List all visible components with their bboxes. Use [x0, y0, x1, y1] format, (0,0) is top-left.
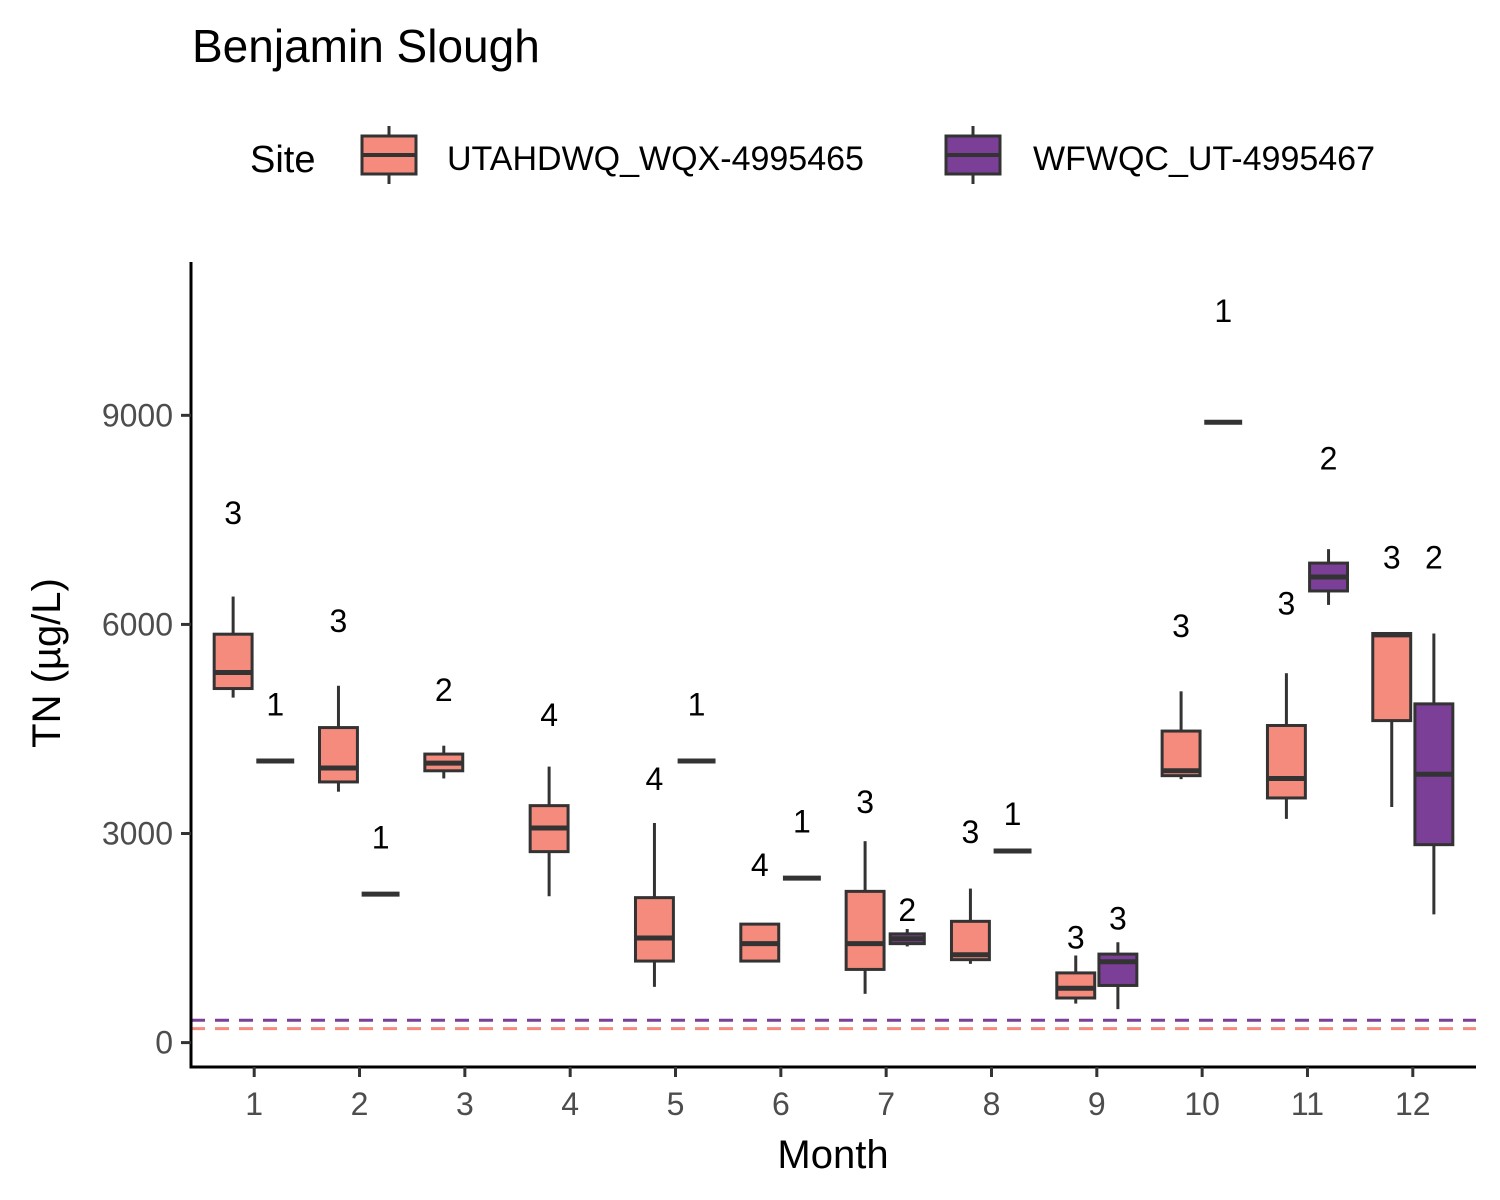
- box-body: [1097, 952, 1139, 987]
- x-tick-label: 7: [877, 1086, 895, 1122]
- x-tick-label: 12: [1395, 1086, 1431, 1122]
- y-tick-label: 9000: [102, 397, 173, 433]
- count-label: 3: [856, 784, 874, 820]
- x-tick-label: 9: [1088, 1086, 1106, 1122]
- box: [888, 929, 926, 947]
- box: [1413, 633, 1455, 915]
- box: [1097, 942, 1139, 1010]
- box: [1160, 691, 1202, 780]
- x-tick-label: 6: [772, 1086, 790, 1122]
- count-label: 4: [751, 847, 769, 883]
- box-body: [1055, 971, 1097, 1000]
- y-tick-label: 3000: [102, 816, 173, 852]
- box-body: [633, 896, 675, 963]
- count-label: 3: [1067, 919, 1085, 955]
- box: [212, 596, 254, 698]
- legend-label: WFWQC_UT-4995467: [1033, 140, 1375, 178]
- x-tick-label: 5: [667, 1086, 685, 1122]
- y-axis-title: TN (µg/L): [25, 578, 69, 748]
- count-label: 1: [266, 687, 284, 723]
- box: [633, 823, 675, 987]
- count-label: 3: [224, 495, 242, 531]
- legend: Site UTAHDWQ_WQX-4995465 WFWQC_UT-4995467: [250, 126, 1375, 184]
- legend-title: Site: [250, 139, 315, 181]
- box-body: [1265, 723, 1307, 800]
- x-tick-label: 10: [1184, 1086, 1220, 1122]
- count-label: 3: [330, 603, 348, 639]
- box: [1308, 549, 1349, 605]
- x-tick-label: 3: [456, 1086, 474, 1122]
- box-body: [318, 726, 359, 784]
- legend-label: UTAHDWQ_WQX-4995465: [447, 140, 864, 178]
- y-tick-label: 0: [155, 1025, 173, 1061]
- legend-key: [944, 126, 1002, 184]
- box: [528, 766, 570, 897]
- count-label: 3: [1278, 586, 1296, 622]
- chart-title: Benjamin Slough: [192, 20, 540, 72]
- box-body: [844, 889, 886, 971]
- count-label: 3: [1172, 608, 1190, 644]
- box: [1371, 631, 1413, 808]
- x-tick-label: 1: [245, 1086, 263, 1122]
- x-tick-label: 4: [561, 1086, 579, 1122]
- count-label: 1: [1214, 293, 1232, 329]
- box-body: [1160, 729, 1202, 778]
- count-label: 3: [1109, 901, 1127, 937]
- box: [318, 685, 359, 792]
- count-label: 4: [646, 761, 664, 797]
- box-body: [212, 632, 254, 691]
- box: [949, 888, 991, 964]
- count-label: 1: [688, 687, 706, 723]
- x-axis-title: Month: [777, 1133, 888, 1177]
- box: [423, 745, 465, 779]
- count-label: 1: [793, 804, 811, 840]
- count-label: 1: [1004, 796, 1022, 832]
- x-tick-label: 2: [351, 1086, 369, 1122]
- count-label: 3: [962, 814, 980, 850]
- box: [1055, 955, 1097, 1004]
- count-label: 2: [1425, 540, 1443, 576]
- count-label: 1: [372, 820, 390, 856]
- box: [844, 841, 886, 994]
- count-label: 2: [898, 892, 916, 928]
- count-label: 2: [435, 672, 453, 708]
- box-body: [1371, 631, 1413, 723]
- x-tick-label: 8: [983, 1086, 1001, 1122]
- count-label: 3: [1383, 540, 1401, 576]
- legend-key: [360, 126, 418, 184]
- y-tick-label: 6000: [102, 606, 173, 642]
- count-label: 4: [540, 697, 558, 733]
- count-label: 2: [1320, 441, 1338, 477]
- x-tick-label: 11: [1291, 1086, 1324, 1122]
- box: [739, 922, 781, 963]
- box: [1265, 673, 1307, 819]
